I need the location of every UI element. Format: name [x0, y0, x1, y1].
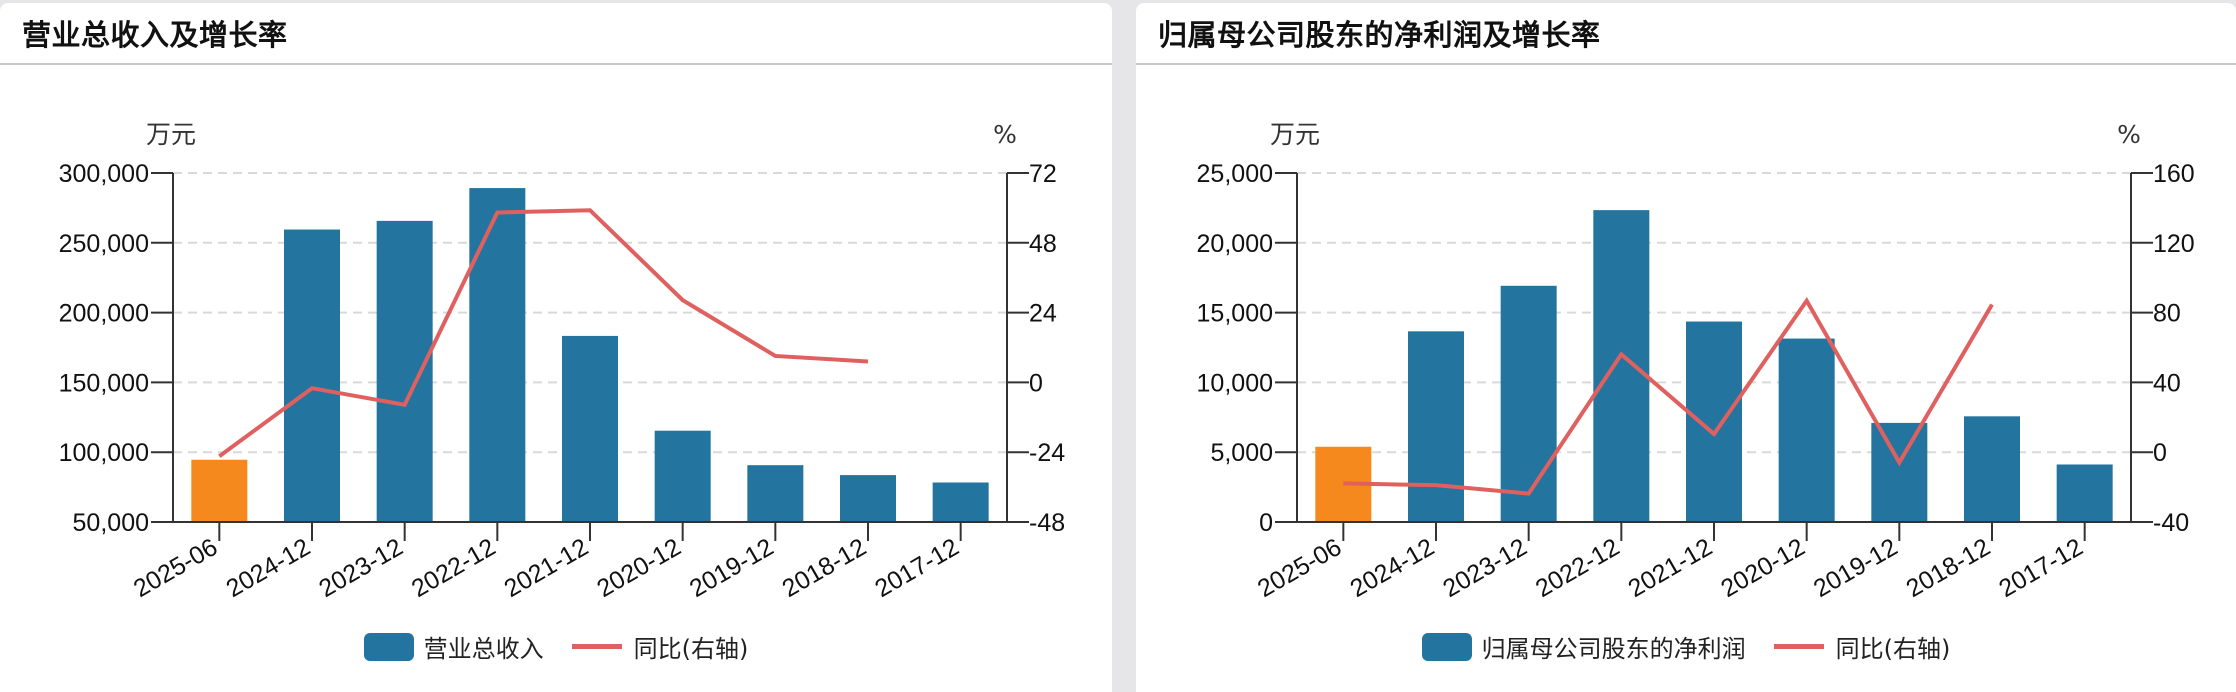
x-axis-tick-label: 2021-12	[1624, 533, 1717, 603]
x-axis-tick-label: 2024-12	[1346, 533, 1439, 603]
x-axis-tick-label: 2024-12	[222, 533, 315, 603]
x-axis-tick-label: 2025-06	[1253, 533, 1346, 603]
line-swatch-icon	[1773, 644, 1824, 649]
bar-swatch-icon	[363, 632, 414, 661]
x-axis-tick-label: 2022-12	[407, 533, 500, 603]
legend-label: 同比(右轴)	[633, 635, 749, 663]
revenue-chart: 50,000 100,000 150,000 200,000 250,000 300,00…	[59, 120, 1066, 603]
panel-title: 归属母公司股东的净利润及增长率	[1158, 18, 1601, 52]
x-axis-tick-label: 2018-12	[1902, 533, 1995, 603]
panel-header: 营业总收入及增长率	[0, 3, 1112, 65]
bar-2022-12[interactable]	[469, 188, 526, 523]
left-axis-tick-label: 5,000	[1210, 439, 1273, 467]
bar-2019-12[interactable]	[1871, 422, 1928, 522]
revenue-chart-panel: 营业总收入及增长率 50,000 100,000 150,000 200,000 250…	[0, 3, 1112, 692]
panel-header: 归属母公司股东的净利润及增长率	[1136, 3, 2236, 65]
bar-2017-12[interactable]	[932, 482, 989, 522]
right-axis-tick-label: 0	[2153, 439, 2167, 467]
bar-2020-12[interactable]	[1778, 338, 1835, 522]
x-axis-tick-label: 2021-12	[500, 533, 593, 603]
legend-label: 营业总收入	[423, 635, 544, 663]
left-axis-tick-label: 100,000	[59, 439, 149, 467]
bar-2020-12[interactable]	[654, 430, 711, 522]
net-profit-chart: 0 5,000 10,000 15,000 20,000 25,000 -40 0 40 80 12…	[1197, 120, 2195, 603]
bar-2023-12[interactable]	[376, 220, 433, 522]
x-axis-tick-label: 2017-12	[870, 533, 963, 603]
x-axis-tick-label: 2018-12	[778, 533, 871, 603]
left-axis-tick-label: 25,000	[1197, 160, 1273, 188]
legend-item-net-profit[interactable]: 归属母公司股东的净利润	[1421, 629, 1746, 664]
legend-item-revenue[interactable]: 营业总收入	[363, 629, 544, 664]
left-axis-tick-label: 300,000	[59, 160, 149, 188]
line-swatch-icon	[571, 644, 622, 649]
panel-title: 营业总收入及增长率	[22, 18, 288, 52]
bar-swatch-icon	[1421, 632, 1472, 661]
x-axis-tick-label: 2023-12	[1438, 533, 1531, 603]
right-axis-tick-label: 120	[2153, 230, 2195, 258]
bar-2021-12[interactable]	[562, 335, 618, 522]
yoy-line[interactable]	[218, 208, 869, 458]
net-profit-chart-panel: 归属母公司股东的净利润及增长率 0 5,000 10,000 15,000 20,000…	[1136, 3, 2236, 692]
x-axis-tick-label: 2017-12	[1994, 533, 2087, 603]
right-axis-tick-label: 48	[1029, 230, 1057, 258]
legend-label: 归属母公司股东的净利润	[1481, 635, 1746, 663]
x-axis-tick-label: 2025-06	[129, 533, 222, 603]
bar-2017-12[interactable]	[2056, 464, 2113, 522]
left-axis-tick-label: 0	[1259, 509, 1273, 537]
x-axis-tick-label: 2020-12	[592, 533, 685, 603]
right-axis-tick-label: -40	[2153, 509, 2189, 537]
right-axis-tick-label: 40	[2153, 369, 2181, 397]
left-axis-tick-label: 250,000	[59, 230, 149, 258]
right-axis-tick-label: 24	[1029, 300, 1057, 328]
bar-2024-12[interactable]	[1408, 331, 1464, 522]
x-axis-tick-label: 2020-12	[1716, 533, 1809, 603]
left-unit-label: 万元	[1270, 120, 1320, 149]
bar-2019-12[interactable]	[747, 465, 804, 522]
bar-2022-12[interactable]	[1593, 210, 1650, 522]
right-unit-label: %	[2117, 120, 2141, 149]
left-axis-tick-label: 200,000	[59, 300, 149, 328]
x-axis-tick-label: 2019-12	[685, 533, 778, 603]
bar-2021-12[interactable]	[1686, 321, 1742, 522]
left-axis-tick-label: 150,000	[59, 369, 149, 397]
x-axis-tick-label: 2023-12	[314, 533, 407, 603]
bar-2023-12[interactable]	[1500, 285, 1557, 522]
left-unit-label: 万元	[146, 120, 196, 149]
left-axis-tick-label: 20,000	[1197, 230, 1273, 258]
x-axis-tick-label: 2022-12	[1531, 533, 1624, 603]
x-axis-tick-label: 2019-12	[1809, 533, 1902, 603]
left-axis-tick-label: 15,000	[1197, 300, 1273, 328]
bar-2025-06[interactable]	[191, 459, 248, 522]
left-axis-tick-label: 50,000	[73, 509, 149, 537]
right-axis-tick-label: 0	[1029, 369, 1043, 397]
right-axis-tick-label: 80	[2153, 300, 2181, 328]
right-axis-tick-label: -48	[1029, 509, 1065, 537]
bar-2024-12[interactable]	[284, 229, 340, 522]
bar-2018-12[interactable]	[840, 475, 896, 522]
right-unit-label: %	[993, 120, 1017, 149]
right-axis-tick-label: -24	[1029, 439, 1065, 467]
right-axis-tick-label: 160	[2153, 160, 2195, 188]
chart-legend: 归属母公司股东的净利润 同比(右轴)	[1136, 629, 2236, 664]
chart-legend: 营业总收入 同比(右轴)	[0, 629, 1112, 664]
left-axis-tick-label: 10,000	[1197, 369, 1273, 397]
legend-item-yoy[interactable]: 同比(右轴)	[571, 629, 749, 664]
legend-label: 同比(右轴)	[1835, 635, 1951, 663]
legend-item-yoy[interactable]: 同比(右轴)	[1773, 629, 1951, 664]
yoy-line[interactable]	[1343, 296, 1994, 496]
bar-2018-12[interactable]	[1964, 416, 2020, 522]
right-axis-tick-label: 72	[1029, 160, 1057, 188]
